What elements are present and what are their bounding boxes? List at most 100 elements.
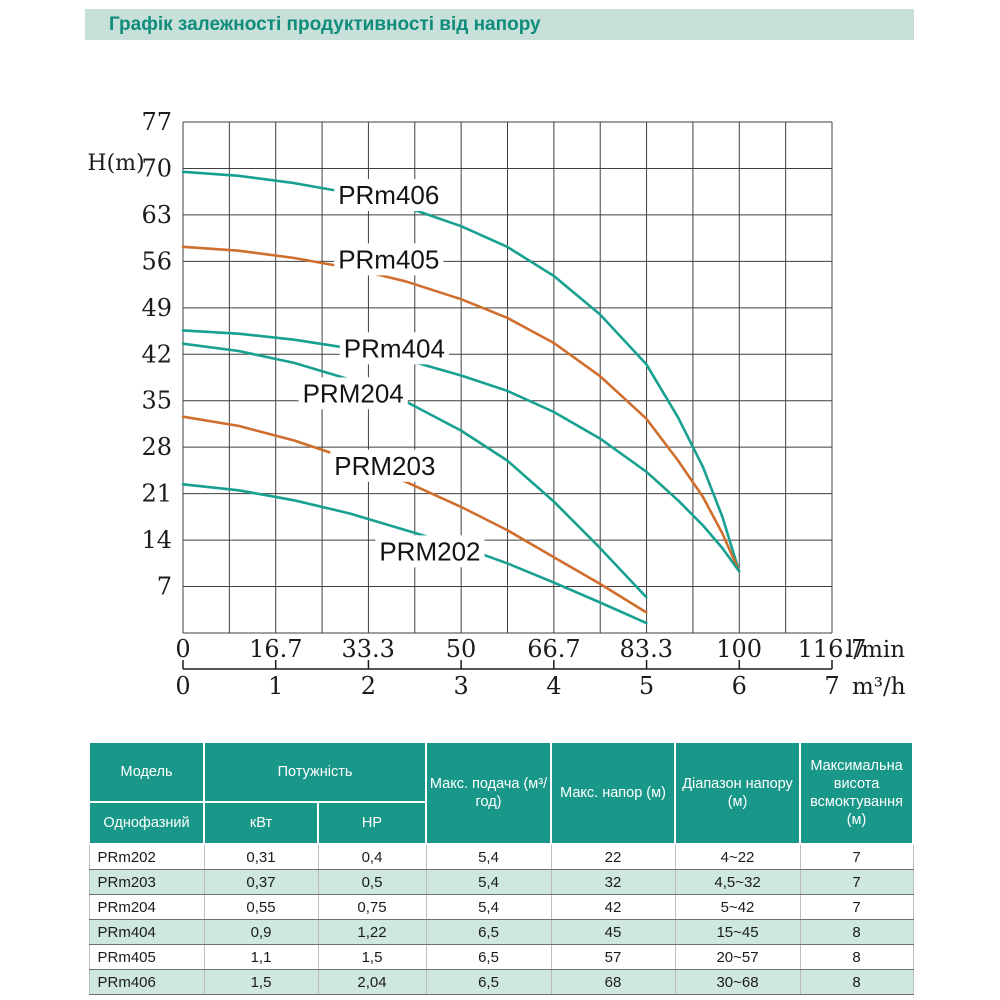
y-axis-title: H(m)	[87, 151, 144, 176]
cell-head: 68	[550, 969, 676, 995]
cell-kw: 1,1	[203, 944, 319, 970]
cell-suction: 7	[799, 894, 914, 920]
cell-hp: 1,5	[317, 944, 427, 970]
cell-flow: 5,4	[425, 869, 552, 895]
x-tick-label-secondary: 6	[732, 672, 747, 700]
y-tick-label: 21	[141, 480, 172, 508]
svg-text:PRM202: PRM202	[379, 536, 480, 566]
cell-suction: 7	[799, 869, 914, 895]
cell-suction: 8	[799, 944, 914, 970]
x-tick-label: 100	[716, 635, 762, 663]
cell-range: 20~57	[674, 944, 801, 970]
x-tick-label: 116.7	[798, 635, 867, 663]
x-axis-unit-primary: l/min	[846, 637, 905, 663]
curve-label-PRM204: PRM204	[298, 377, 408, 410]
y-tick-label: 49	[141, 294, 172, 322]
curve-PRm406	[181, 170, 741, 573]
cell-range: 30~68	[674, 969, 801, 995]
header-single-phase: Однофазний	[88, 801, 205, 845]
x-axis-unit-secondary: m³/h	[852, 674, 906, 700]
cell-kw: 1,5	[203, 969, 319, 995]
curve-label-backing	[334, 243, 444, 276]
table-row: PRm405 1,1 1,5 6,5 57 20~57 8	[88, 944, 914, 970]
x-tick-label-secondary: 7	[824, 672, 839, 700]
curve-label-backing	[298, 377, 408, 410]
cell-range: 15~45	[674, 919, 801, 945]
cell-suction: 8	[799, 969, 914, 995]
y-tick-label: 42	[141, 340, 172, 368]
curve-PRM203	[181, 415, 648, 614]
x-tick-label-secondary: 2	[361, 672, 376, 700]
curve-label-PRm405: PRm405	[334, 243, 444, 276]
chart-title: Графік залежності продуктивності від нап…	[85, 9, 914, 40]
table-row: PRm404 0,9 1,22 6,5 45 15~45 8	[88, 919, 914, 945]
cell-model: PRm203	[88, 869, 205, 895]
header-head-range: Діапазон напору (м)	[674, 741, 802, 845]
cell-flow: 5,4	[425, 894, 552, 920]
x-tick-label-secondary: 5	[639, 672, 654, 700]
cell-head: 45	[550, 919, 676, 945]
cell-kw: 0,9	[203, 919, 319, 945]
cell-kw: 0,31	[203, 843, 319, 870]
cell-model: PRm406	[88, 969, 205, 995]
curve-label-PRM203: PRM203	[330, 449, 440, 482]
table-row: PRm203 0,37 0,5 5,4 32 4,5~32 7	[88, 869, 914, 895]
x-tick-label: 66.7	[527, 635, 580, 663]
cell-kw: 0,37	[203, 869, 319, 895]
curve-label-PRm404: PRm404	[339, 332, 449, 365]
cell-flow: 6,5	[425, 969, 552, 995]
y-tick-label: 77	[141, 108, 172, 136]
table-header-row-1: Модель Потужність Макс. подача (м³/год) …	[88, 741, 915, 845]
curve-PRM204	[181, 342, 648, 599]
x-tick-label: 0	[175, 635, 190, 663]
x-axis-secondary-labels: 0 1 2 3 4 5 6 7	[175, 672, 839, 700]
x-tick-label-secondary: 1	[268, 672, 283, 700]
x-tick-label: 50	[446, 635, 477, 663]
cell-model: PRm404	[88, 919, 205, 945]
cell-range: 5~42	[674, 894, 801, 920]
curve-PRm404	[181, 329, 741, 573]
cell-flow: 6,5	[425, 944, 552, 970]
y-axis-labels: 77 70 63 56 49 42 35 28 21 14 7	[141, 108, 172, 601]
svg-text:PRm405: PRm405	[338, 244, 439, 274]
table-row: PRm202 0,31 0,4 5,4 22 4~22 7	[88, 843, 914, 870]
x-tick-label-secondary: 0	[175, 672, 190, 700]
curve-label-PRm406: PRm406	[334, 179, 444, 211]
table-row: PRm204 0,55 0,75 5,4 42 5~42 7	[88, 894, 914, 920]
cell-hp: 2,04	[317, 969, 427, 995]
pump-curves	[181, 170, 741, 625]
y-tick-label: 56	[141, 247, 172, 275]
svg-text:PRm406: PRm406	[338, 180, 439, 210]
y-tick-label: 7	[157, 573, 172, 601]
y-tick-label: 14	[141, 526, 172, 554]
cell-range: 4~22	[674, 843, 801, 870]
x-axis-secondary	[182, 660, 833, 670]
x-tick-label-secondary: 4	[546, 672, 561, 700]
table-header-row-2: Однофазний кВт НР	[88, 801, 913, 845]
cell-range: 4,5~32	[674, 869, 801, 895]
header-max-suction: Максимальна висота всмоктування (м)	[799, 741, 915, 845]
curve-label-backing	[334, 179, 444, 211]
svg-text:PRM203: PRM203	[334, 451, 435, 481]
svg-text:PRm404: PRm404	[344, 333, 445, 363]
cell-model: PRm405	[88, 944, 205, 970]
curve-label-backing	[375, 535, 485, 568]
cell-kw: 0,55	[203, 894, 319, 920]
cell-hp: 0,4	[317, 843, 427, 870]
y-tick-label: 35	[141, 387, 172, 415]
x-tick-label-secondary: 3	[454, 672, 469, 700]
header-kw: кВт	[203, 801, 319, 845]
curve-PRm405	[181, 245, 741, 573]
cell-suction: 7	[799, 843, 914, 870]
x-tick-label: 16.7	[249, 635, 302, 663]
x-tick-label: 83.3	[620, 635, 673, 663]
y-tick-label: 28	[141, 433, 172, 461]
cell-model: PRm204	[88, 894, 205, 920]
header-max-flow: Макс. подача (м³/год)	[425, 741, 553, 845]
cell-suction: 8	[799, 919, 914, 945]
table-row: PRm406 1,5 2,04 6,5 68 30~68 8	[88, 969, 914, 995]
header-power: Потужність	[202, 741, 428, 803]
header-max-head: Макс. напор (м)	[550, 741, 677, 845]
